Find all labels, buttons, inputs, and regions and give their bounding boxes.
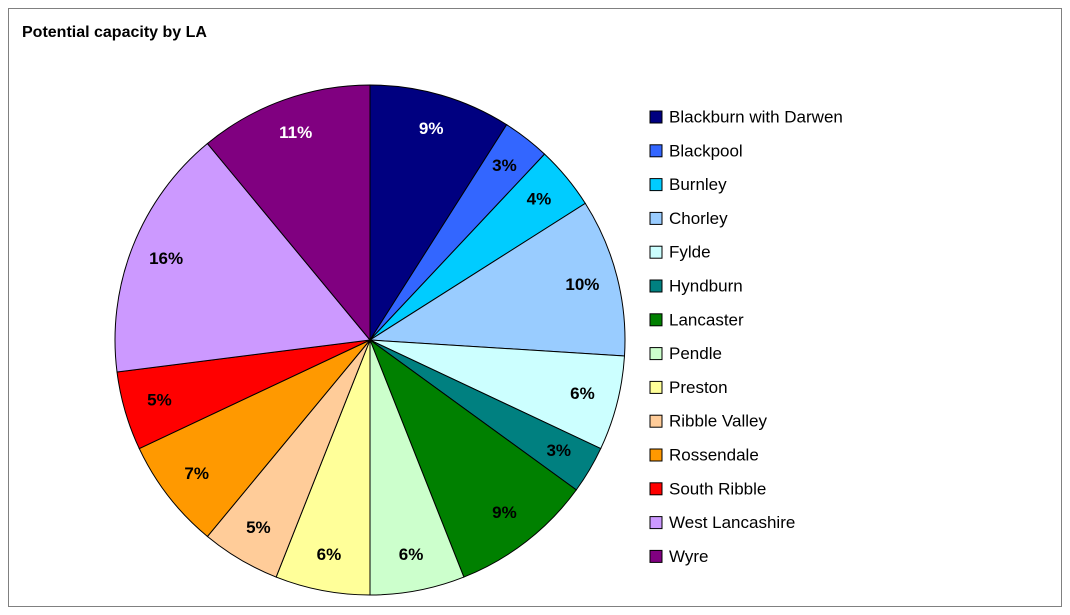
legend-swatch <box>649 313 663 327</box>
legend-swatch <box>649 144 663 158</box>
legend-swatch <box>649 178 663 192</box>
legend-swatch <box>649 414 663 428</box>
data-label: 16% <box>149 249 183 268</box>
legend-label: Ribble Valley <box>669 412 767 431</box>
pie-slice <box>368 202 626 357</box>
legend-swatch <box>649 549 663 563</box>
data-label: 10% <box>565 275 599 294</box>
legend-label: Rossendale <box>669 445 759 464</box>
legend-label: Wyre <box>669 547 709 566</box>
legend-swatch <box>649 211 663 225</box>
data-label: 6% <box>570 384 595 403</box>
data-label: 5% <box>147 391 172 410</box>
legend-swatch <box>649 482 663 496</box>
legend-label: Burnley <box>669 175 727 194</box>
legend-label: West Lancashire <box>669 513 795 532</box>
legend-label: Lancaster <box>669 310 744 329</box>
legend-swatch <box>649 448 663 462</box>
legend-label: Fylde <box>669 243 711 262</box>
legend-swatch <box>649 516 663 530</box>
data-label: 3% <box>492 156 517 175</box>
data-label: 7% <box>184 464 209 483</box>
pie-slice <box>369 84 508 342</box>
data-label: 3% <box>546 441 571 460</box>
legend-label: South Ribble <box>669 479 766 498</box>
legend-swatch <box>649 380 663 394</box>
data-label: 4% <box>527 190 552 209</box>
legend-swatch <box>649 245 663 259</box>
data-label: 6% <box>317 545 342 564</box>
legend-label: Pendle <box>669 344 722 363</box>
data-label: 9% <box>419 119 444 138</box>
pie-slice <box>114 142 371 373</box>
pie-slice <box>138 339 371 538</box>
data-label: 5% <box>246 518 271 537</box>
legend-label: Preston <box>669 378 728 397</box>
legend-label: Blackburn with Darwen <box>669 107 843 126</box>
chart-title: Potential capacity by LA <box>22 24 207 41</box>
pie-slice <box>206 84 371 342</box>
data-label: 11% <box>279 123 312 142</box>
legend-label: Blackpool <box>669 141 743 160</box>
legend-label: Hyndburn <box>669 276 743 295</box>
pie-slice <box>368 338 577 578</box>
legend-swatch <box>649 347 663 361</box>
data-label: 6% <box>399 545 424 564</box>
legend-swatch <box>649 110 663 124</box>
legend-label: Chorley <box>669 209 728 228</box>
legend-swatch <box>649 279 663 293</box>
data-label: 9% <box>492 503 517 522</box>
